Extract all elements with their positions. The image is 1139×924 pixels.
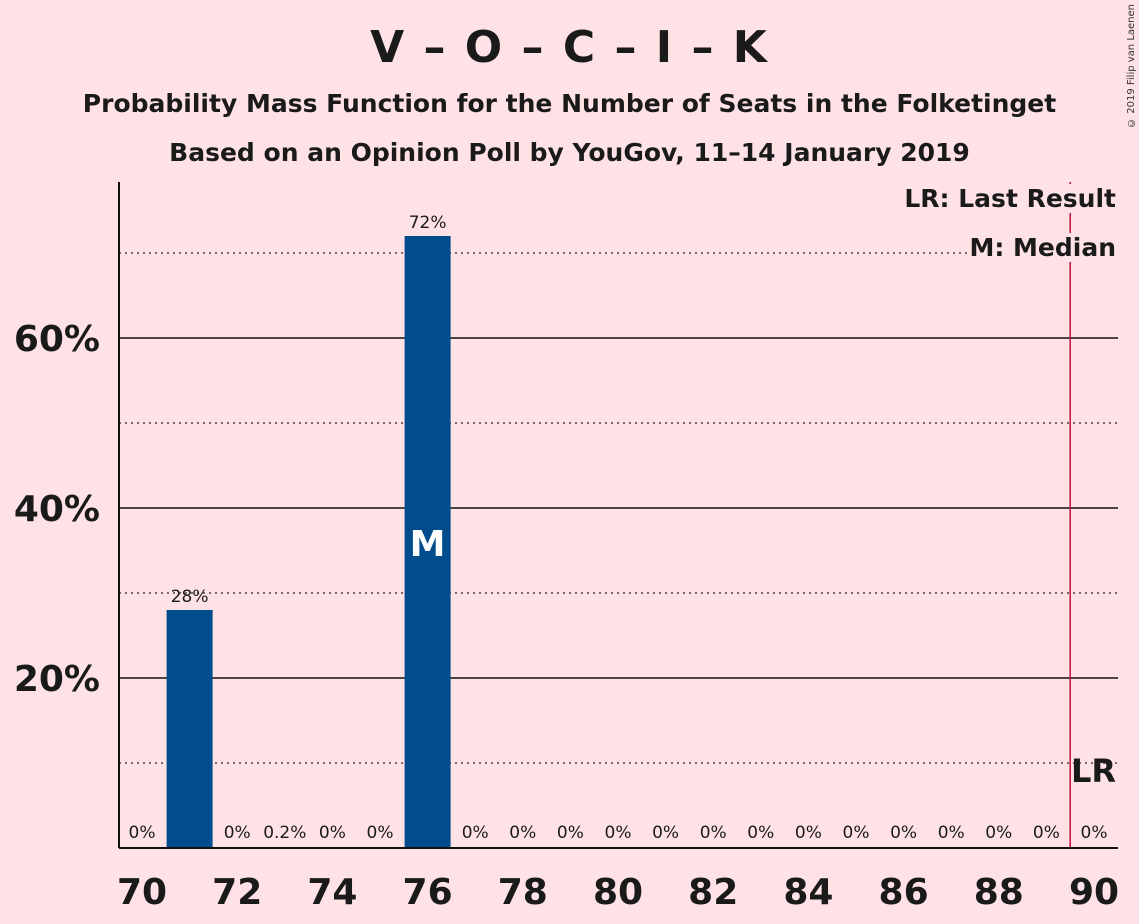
y-tick-label: 20% [14, 659, 100, 700]
bar-value-label: 0% [319, 823, 346, 843]
bar-value-label: 0% [1033, 823, 1060, 843]
bar-value-label: 0% [129, 823, 156, 843]
x-tick-label: 82 [688, 872, 738, 913]
x-tick-label: 88 [974, 872, 1024, 913]
bar-value-label: 0% [1081, 823, 1108, 843]
bar-value-label: 0% [747, 823, 774, 843]
y-tick-label: 40% [14, 489, 100, 530]
bar-value-label: 0% [843, 823, 870, 843]
bar-value-label: 0% [462, 823, 489, 843]
bar-value-label: 0% [224, 823, 251, 843]
legend-last-result: LR: Last Result [902, 184, 1118, 213]
bar-value-label: 0% [557, 823, 584, 843]
x-tick-label: 72 [212, 872, 262, 913]
bar-value-label: 28% [171, 587, 209, 607]
median-marker: M [410, 524, 446, 565]
x-tick-label: 84 [783, 872, 833, 913]
chart-subtitle-poll: Based on an Opinion Poll by YouGov, 11–1… [169, 138, 970, 167]
bar [166, 610, 213, 848]
y-tick-label: 60% [14, 319, 100, 360]
bar [404, 236, 451, 848]
x-tick-label: 74 [307, 872, 357, 913]
bar-value-label: 0% [652, 823, 679, 843]
x-tick-label: 78 [498, 872, 548, 913]
bar-value-label: 0% [795, 823, 822, 843]
bar-value-label: 0% [605, 823, 632, 843]
chart-title: V – O – C – I – K [370, 22, 769, 73]
x-tick-label: 90 [1069, 872, 1119, 913]
bar-value-label: 0% [890, 823, 917, 843]
x-tick-label: 80 [593, 872, 643, 913]
x-tick-label: 86 [879, 872, 929, 913]
chart-subtitle: Probability Mass Function for the Number… [82, 89, 1057, 118]
legend-median: M: Median [967, 233, 1118, 262]
bar-value-label: 0% [509, 823, 536, 843]
x-tick-label: 76 [403, 872, 453, 913]
x-tick-label: 70 [117, 872, 167, 913]
bar-value-label: 72% [409, 213, 447, 233]
last-result-marker: LR [1071, 752, 1116, 790]
bar-value-label: 0% [367, 823, 394, 843]
bar-value-label: 0% [700, 823, 727, 843]
bar-value-label: 0.2% [263, 823, 306, 843]
bar-value-label: 0% [938, 823, 965, 843]
bar-value-label: 0% [985, 823, 1012, 843]
